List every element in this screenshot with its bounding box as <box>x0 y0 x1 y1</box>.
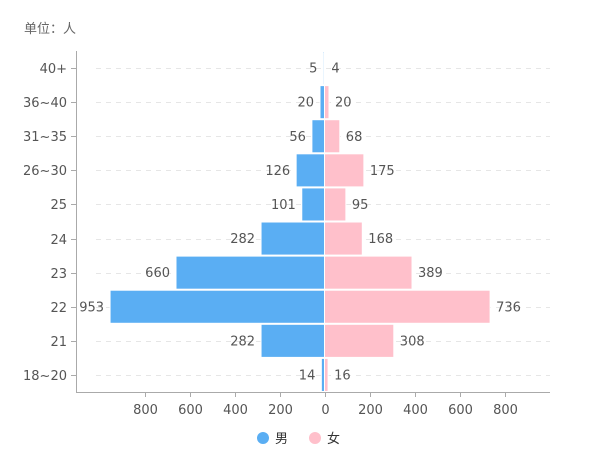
data-label-male: 126 <box>265 164 290 179</box>
bar-female <box>324 51 326 86</box>
bar-female <box>324 119 341 154</box>
data-label-female: 16 <box>334 368 351 383</box>
data-label-male: 101 <box>271 198 296 213</box>
x-tick-label: 0 <box>321 403 329 418</box>
data-label-female: 4 <box>331 62 339 77</box>
bar-male <box>260 221 325 256</box>
bar-female <box>324 255 413 290</box>
x-tick-label: 200 <box>358 403 383 418</box>
data-label-male: 56 <box>289 130 306 145</box>
x-tick-label: 800 <box>493 403 518 418</box>
y-tick-label: 36~40 <box>23 96 67 111</box>
bar-male <box>109 289 325 324</box>
bar-female <box>324 323 395 358</box>
x-tick-label: 600 <box>178 403 203 418</box>
legend: 男女 <box>257 431 340 447</box>
data-label-female: 168 <box>368 232 393 247</box>
bar-female <box>324 221 363 256</box>
y-tick-label: 22 <box>50 301 67 316</box>
bar-male <box>295 153 325 188</box>
bar-female <box>324 289 491 324</box>
bar-layer <box>109 51 491 392</box>
data-label-male: 5 <box>309 62 317 77</box>
bar-male <box>319 85 325 120</box>
bar-male <box>175 255 325 290</box>
legend-item-male: 男 <box>257 432 288 447</box>
y-tick-label: 31~35 <box>23 130 67 145</box>
data-label-male: 14 <box>299 368 316 383</box>
data-label-female: 20 <box>335 96 352 111</box>
x-tick-label: 800 <box>133 403 158 418</box>
x-tick-label: 400 <box>403 403 428 418</box>
x-tick-label: 200 <box>268 403 293 418</box>
y-tick-label: 18~20 <box>23 369 67 384</box>
data-label-female: 389 <box>418 266 443 281</box>
bar-female <box>324 187 347 222</box>
bar-male <box>311 119 325 154</box>
data-label-male: 282 <box>230 334 255 349</box>
x-tick-label: 400 <box>223 403 248 418</box>
y-tick-label: 24 <box>50 233 67 248</box>
data-label-male: 282 <box>230 232 255 247</box>
y-tick-label: 23 <box>50 267 67 282</box>
y-tick-label: 21 <box>50 335 67 350</box>
y-tick-label: 25 <box>50 198 67 213</box>
y-tick-label: 26~30 <box>23 164 67 179</box>
unit-label: 单位：人 <box>24 22 76 37</box>
data-label-female: 95 <box>352 198 369 213</box>
y-tick-label: 40+ <box>40 62 67 77</box>
data-label-female: 175 <box>370 164 395 179</box>
legend-label: 女 <box>327 431 340 447</box>
data-label-male: 953 <box>79 300 104 315</box>
bar-female <box>324 357 329 392</box>
x-tick-label: 600 <box>448 403 473 418</box>
data-label-female: 68 <box>346 130 363 145</box>
legend-marker <box>257 432 269 444</box>
bar-female <box>324 153 365 188</box>
data-label-female: 736 <box>496 300 521 315</box>
legend-marker <box>309 432 321 444</box>
axis-layer: 18~20 21 22 23 24 25 26~30 31~35 36~40 40+ 800 600 4… <box>23 51 550 418</box>
bar-male <box>260 323 325 358</box>
bar-female <box>324 85 330 120</box>
data-label-female: 308 <box>400 334 425 349</box>
bar-male <box>301 187 325 222</box>
data-label-male: 20 <box>297 96 314 111</box>
label-layer: 14 16 282 308 953 736 660 389 282 168 101 95 126 175 5… <box>79 62 521 384</box>
legend-item-female: 女 <box>309 431 340 447</box>
legend-label: 男 <box>275 432 288 447</box>
data-label-male: 660 <box>145 266 170 281</box>
